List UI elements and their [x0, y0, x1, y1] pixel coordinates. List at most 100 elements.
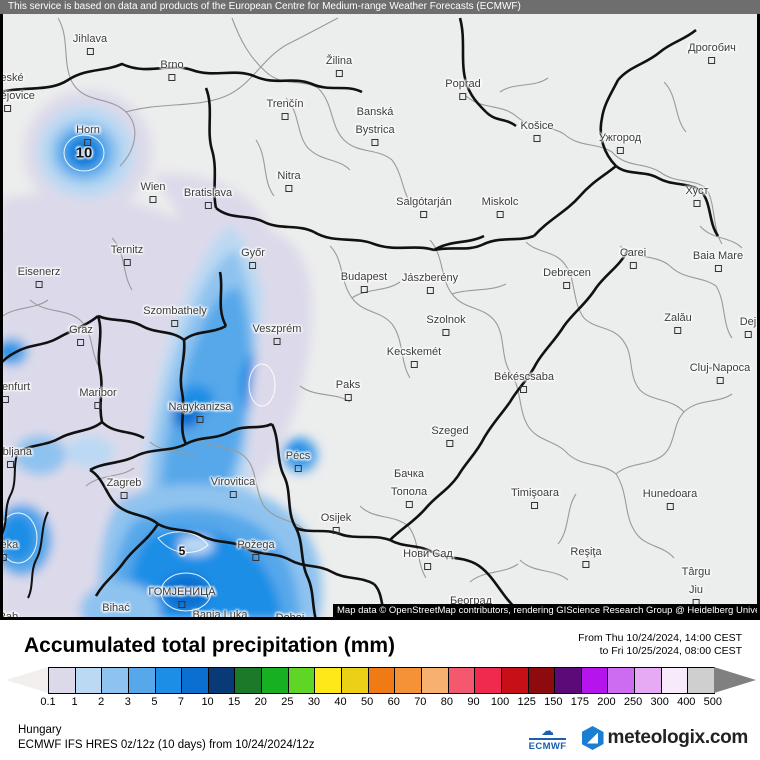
meteologix-logo[interactable]: meteologix.com [581, 726, 749, 750]
colorbar-tick: 5 [151, 696, 181, 712]
colorbar-tick: 3 [124, 696, 155, 712]
colorbar-tick-labels: 0.1 1 2 3 5 7 10 15 20 25 30 40 50 60 70 80 90 100 125 150 1… [40, 696, 722, 712]
valid-time-range: From Thu 10/24/2024, 14:00 CEST to Fri 1… [578, 632, 742, 658]
branding[interactable]: ☁ ECMWF meteologix.com [522, 722, 748, 754]
colorbar-tick-label: 1 [71, 696, 78, 708]
colorbar-tick-label: 40 [334, 696, 347, 708]
legend-panel: Accumulated total precipitation (mm) Fro… [0, 620, 760, 760]
colorbar-tick-label: 150 [544, 696, 563, 708]
colorbar-band [49, 668, 76, 693]
colorbar-band [581, 668, 609, 693]
national-borders [0, 17, 720, 620]
colorbar-band [342, 668, 369, 693]
colorbar-tick-label: 300 [650, 696, 669, 708]
contour-lines [0, 134, 276, 612]
colorbar-tick-label: 90 [467, 696, 480, 708]
colorbar-band [555, 668, 582, 693]
colorbar-under-cap [6, 667, 48, 693]
colorbar-band [128, 668, 156, 693]
colorbar-tick: 40 [334, 696, 368, 712]
colorbar-tick-label: 50 [361, 696, 374, 708]
colorbar-band [262, 668, 289, 693]
disclaimer-bar: This service is based on data and produc… [0, 0, 760, 14]
colorbar-tick-label: 5 [151, 696, 158, 708]
colorbar-tick: 70 [414, 696, 447, 712]
colorbar-band [688, 668, 715, 693]
colorbar-band [182, 668, 209, 693]
meteologix-mark-icon [581, 726, 604, 750]
colorbar-band [475, 668, 502, 693]
colorbar-band [395, 668, 422, 693]
map-canvas [0, 17, 743, 620]
colorbar-tick: 25 [281, 696, 314, 712]
colorbar-band [501, 668, 529, 693]
colorbar-band [315, 668, 343, 693]
colorbar-tick: 400 [677, 696, 713, 712]
colorbar-tick: 125 [518, 696, 554, 712]
cloud-icon: ☁ [541, 722, 555, 738]
colorbar-tick: 2 [98, 696, 128, 712]
colorbar-tick-label: 3 [124, 696, 131, 708]
colorbar-band [608, 668, 636, 693]
colorbar-band [75, 668, 103, 693]
colorbar-band [288, 668, 316, 693]
footer-info: Hungary ECMWF IFS HRES 0z/12z (10 days) … [18, 723, 315, 753]
legend-title: Accumulated total precipitation (mm) [24, 634, 396, 657]
precipitation-map[interactable]: 10 5 JihlavaBrnoČeskéBudějoviceHornWienB… [0, 0, 760, 620]
colorbar[interactable] [48, 667, 715, 694]
colorbar-band [235, 668, 263, 693]
valid-to: to Fri 10/25/2024, 08:00 CEST [599, 645, 742, 657]
contour-label: 10 [75, 144, 93, 162]
colorbar-tick-label: 70 [414, 696, 427, 708]
colorbar-tick-label: 60 [387, 696, 400, 708]
colorbar-band [102, 668, 129, 693]
colorbar-band [421, 668, 449, 693]
colorbar-tick-label: 500 [703, 696, 723, 708]
colorbar-tick-label: 80 [440, 696, 454, 708]
colorbar-tick-label: 25 [281, 696, 294, 708]
ecmwf-logo: ☁ ECMWF [522, 722, 574, 752]
colorbar-tick-label: 250 [623, 696, 643, 708]
colorbar-tick: 250 [624, 696, 660, 712]
colorbar-tick: 80 [441, 696, 474, 712]
colorbar-tick: 150 [544, 696, 580, 712]
colorbar-tick: 1 [71, 696, 102, 712]
model-run-info: ECMWF IFS HRES 0z/12z (10 days) from 10/… [18, 739, 315, 751]
colorbar-band [208, 668, 236, 693]
colorbar-tick: 50 [361, 696, 394, 712]
colorbar-tick: 90 [467, 696, 501, 712]
colorbar-tick-label: 30 [307, 696, 321, 708]
colorbar-band [155, 668, 183, 693]
colorbar-tick: 7 [177, 696, 208, 712]
coastline [1, 451, 49, 599]
colorbar-band [448, 668, 476, 693]
colorbar-band [661, 668, 689, 693]
colorbar-tick-label: 200 [597, 696, 616, 708]
colorbar-tick-label: 20 [254, 696, 267, 708]
colorbar-tick-label: 175 [570, 696, 590, 708]
colorbar-tick-label: 125 [517, 696, 536, 708]
precip-field [0, 90, 323, 620]
meteologix-wordmark: meteologix.com [607, 727, 749, 748]
colorbar-wrap [0, 665, 760, 695]
colorbar-tick: 10 [201, 696, 235, 712]
colorbar-tick: 0.1 [40, 696, 75, 712]
colorbar-tick: 60 [388, 696, 421, 712]
colorbar-tick: 15 [228, 696, 261, 712]
colorbar-tick-label: 2 [98, 696, 105, 708]
admin-boundaries [0, 17, 743, 583]
colorbar-tick: 30 [308, 696, 341, 712]
colorbar-tick-label: 10 [201, 696, 214, 708]
region-name: Hungary [18, 724, 62, 736]
colorbar-tick-label: 7 [177, 696, 185, 708]
contour-label: 5 [178, 544, 186, 558]
colorbar-tick: 300 [650, 696, 687, 712]
colorbar-tick: 175 [571, 696, 607, 712]
colorbar-tick-label: 0.1 [40, 696, 56, 708]
colorbar-tick: 200 [597, 696, 633, 712]
colorbar-tick: 20 [255, 696, 288, 712]
colorbar-tick-label: 100 [490, 696, 510, 708]
ecmwf-label: ECMWF [528, 737, 567, 752]
colorbar-tick-label: 15 [228, 696, 241, 708]
